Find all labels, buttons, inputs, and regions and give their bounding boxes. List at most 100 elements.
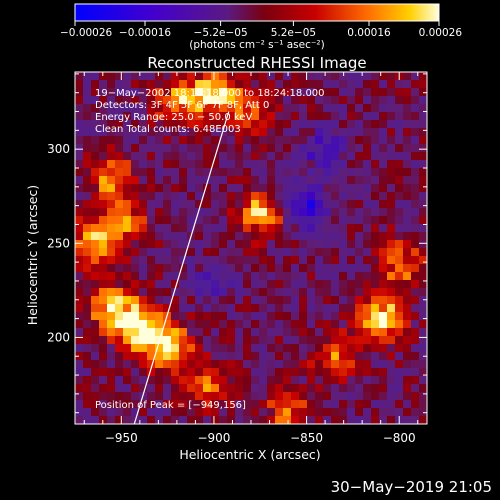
heatmap-cell xyxy=(403,344,412,353)
heatmap-cell xyxy=(259,408,268,417)
heatmap-cell xyxy=(179,328,188,337)
heatmap-cell xyxy=(75,208,84,217)
heatmap-cell xyxy=(275,192,284,201)
heatmap-cell xyxy=(251,296,260,305)
heatmap-cell xyxy=(75,160,84,169)
heatmap-cell xyxy=(155,80,164,89)
heatmap-cell xyxy=(187,208,196,217)
heatmap-cell xyxy=(299,112,308,121)
heatmap-cell xyxy=(251,280,260,289)
heatmap-cell xyxy=(315,104,324,113)
heatmap-cell xyxy=(299,96,308,105)
heatmap-cell xyxy=(283,264,292,273)
heatmap-cell xyxy=(107,312,116,321)
heatmap-cell xyxy=(187,152,196,161)
heatmap-cell xyxy=(347,176,356,185)
heatmap-cell xyxy=(83,184,92,193)
heatmap-cell xyxy=(211,344,220,353)
heatmap-cell xyxy=(291,152,300,161)
heatmap-cell xyxy=(243,392,252,401)
heatmap-cell xyxy=(75,416,84,424)
heatmap-cell xyxy=(355,280,364,289)
heatmap-cell xyxy=(107,256,116,265)
heatmap-cell xyxy=(339,312,348,321)
heatmap-cell xyxy=(171,336,180,345)
heatmap-cell xyxy=(419,272,427,281)
heatmap-cell xyxy=(155,184,164,193)
heatmap-cell xyxy=(291,272,300,281)
heatmap-cell xyxy=(147,216,156,225)
heatmap-cell xyxy=(347,208,356,217)
heatmap-cell xyxy=(203,328,212,337)
heatmap-cell xyxy=(219,248,228,257)
heatmap-cell xyxy=(307,248,316,257)
heatmap-cell xyxy=(115,112,124,121)
heatmap-cell xyxy=(131,128,140,137)
heatmap-cell xyxy=(83,352,92,361)
heatmap-cell xyxy=(323,120,332,129)
heatmap-cell xyxy=(267,288,276,297)
heatmap-cell xyxy=(99,312,108,321)
heatmap-cell xyxy=(419,328,427,337)
heatmap-cell xyxy=(147,96,156,105)
heatmap-cell xyxy=(403,408,412,417)
heatmap-cell xyxy=(155,304,164,313)
heatmap-cell xyxy=(155,296,164,305)
heatmap-cell xyxy=(363,96,372,105)
heatmap-cell xyxy=(235,216,244,225)
heatmap-cell xyxy=(379,288,388,297)
heatmap-cell xyxy=(203,152,212,161)
heatmap-cell xyxy=(283,416,292,424)
heatmap-cell xyxy=(291,192,300,201)
heatmap-cell xyxy=(107,328,116,337)
colorbar-tick-label: −0.00026 xyxy=(60,27,113,39)
heatmap-cell xyxy=(307,88,316,97)
heatmap-cell xyxy=(195,320,204,329)
heatmap-cell xyxy=(347,128,356,137)
heatmap-cell xyxy=(187,416,196,424)
heatmap-cell xyxy=(227,288,236,297)
heatmap-cell xyxy=(107,392,116,401)
heatmap-cell xyxy=(267,400,276,409)
heatmap-cell xyxy=(123,80,132,89)
heatmap-cell xyxy=(259,384,268,393)
heatmap-cell xyxy=(115,208,124,217)
heatmap-cell xyxy=(171,256,180,265)
heatmap-cell xyxy=(139,352,148,361)
heatmap-cell xyxy=(355,408,364,417)
heatmap-cell xyxy=(379,280,388,289)
heatmap-cell xyxy=(235,368,244,377)
heatmap-cell xyxy=(243,176,252,185)
heatmap-cell xyxy=(83,192,92,201)
heatmap-cell xyxy=(387,256,396,265)
heatmap-cell xyxy=(163,280,172,289)
heatmap-cell xyxy=(123,200,132,209)
heatmap-cell xyxy=(83,176,92,185)
heatmap-cell xyxy=(235,88,244,97)
heatmap-cell xyxy=(227,96,236,105)
heatmap-cell xyxy=(299,128,308,137)
heatmap-cell xyxy=(91,296,100,305)
heatmap-cell xyxy=(155,96,164,105)
heatmap-cell xyxy=(267,80,276,89)
heatmap-cell xyxy=(123,152,132,161)
heatmap-cell xyxy=(187,360,196,369)
heatmap-cell xyxy=(259,96,268,105)
heatmap-cell xyxy=(315,232,324,241)
heatmap-cell xyxy=(139,320,148,329)
heatmap-cell xyxy=(411,208,420,217)
heatmap-cell xyxy=(283,192,292,201)
heatmap-cell xyxy=(291,304,300,313)
heatmap-cell xyxy=(283,96,292,105)
heatmap-cell xyxy=(107,208,116,217)
heatmap-cell xyxy=(331,296,340,305)
heatmap-cell xyxy=(419,208,427,217)
heatmap-cell xyxy=(163,96,172,105)
heatmap-cell xyxy=(411,104,420,113)
heatmap-cell xyxy=(411,344,420,353)
heatmap-cell xyxy=(419,384,427,393)
heatmap-cell xyxy=(347,264,356,273)
heatmap-cell xyxy=(179,144,188,153)
heatmap-cell xyxy=(395,88,404,97)
heatmap-cell xyxy=(211,296,220,305)
